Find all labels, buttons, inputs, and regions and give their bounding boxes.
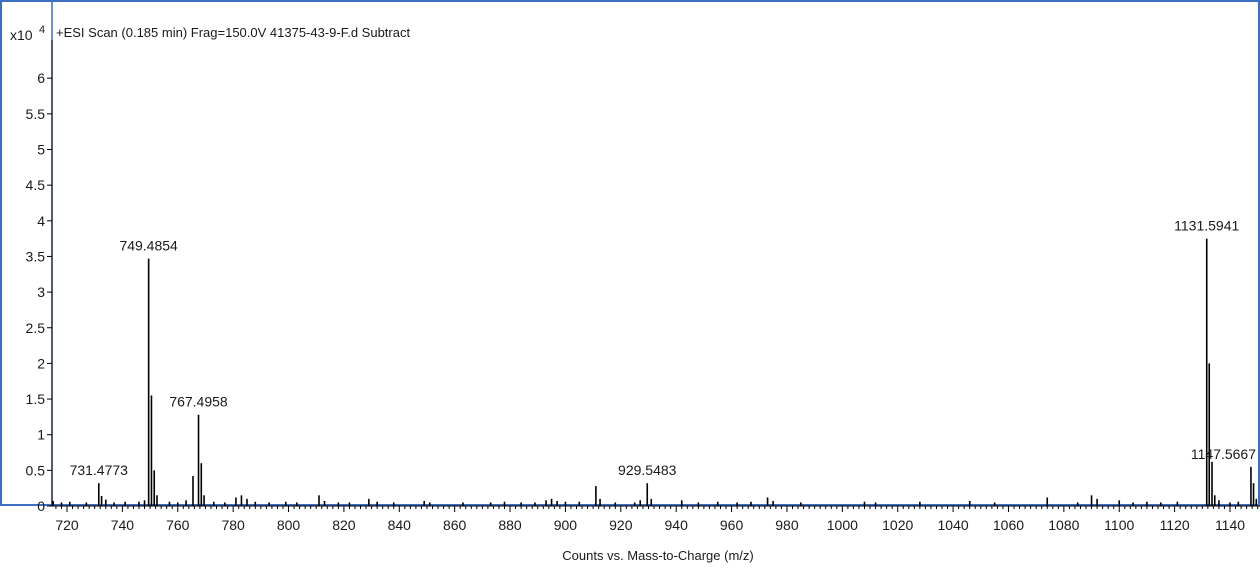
x-tick-label: 1080 [1048,517,1079,533]
x-axis-label: Counts vs. Mass-to-Charge (m/z) [562,548,753,563]
y-tick-label: 2.5 [26,320,46,336]
x-tick-label: 800 [277,517,301,533]
y-tick-label: 0 [37,498,45,514]
x-tick-label: 1060 [993,517,1024,533]
peak-label: 731.4773 [70,462,129,478]
x-tick-label: 860 [443,517,467,533]
y-tick-label: 5 [37,142,45,158]
peak-label: 929.5483 [618,462,677,478]
x-axis-ticks: 720 740 760 780 800 820 840 860 880 900 920 940 960 9… [55,506,1259,533]
y-tick-label: 3.5 [26,248,46,264]
spectrum-peaks [52,238,1258,506]
y-tick-label: 3 [37,284,45,300]
x-tick-label: 1020 [882,517,913,533]
peak-label: 1147.5667 [1191,446,1256,462]
peak-label: 749.4854 [119,238,178,254]
x-tick-label: 900 [554,517,578,533]
x-tick-label: 760 [166,517,190,533]
y-multiplier: x10 [10,27,33,43]
y-tick-label: 0.5 [26,462,46,478]
x-tick-label: 1040 [938,517,969,533]
x-tick-label: 820 [332,517,356,533]
x-tick-label: 1120 [1160,517,1190,533]
x-tick-label: 1100 [1104,517,1134,533]
y-axis-ticks: 0 0.5 1 1.5 2 2.5 3 3.5 4 4.5 5 5.5 6 [26,70,52,514]
x-tick-label: 720 [55,517,79,533]
x-tick-label: 740 [111,517,135,533]
peak-label: 767.4958 [169,394,228,410]
x-tick-label: 940 [665,517,689,533]
y-exponent: 4 [39,24,45,36]
chart-frame [0,0,1260,506]
y-tick-label: 1 [37,427,45,443]
x-tick-label: 1000 [827,517,858,533]
y-tick-label: 1.5 [26,391,46,407]
y-tick-label: 5.5 [26,106,46,122]
chart-title: +ESI Scan (0.185 min) Frag=150.0V 41375-… [56,25,410,40]
x-tick-label: 780 [221,517,245,533]
y-tick-label: 4.5 [26,177,46,193]
x-tick-label: 980 [775,517,799,533]
x-tick-label: 840 [388,517,412,533]
x-tick-label: 1140 [1215,517,1245,533]
x-tick-label: 960 [720,517,744,533]
y-tick-label: 2 [37,355,45,371]
y-tick-label: 6 [37,70,45,86]
x-tick-label: 880 [498,517,522,533]
y-tick-label: 4 [37,213,45,229]
x-tick-label: 920 [609,517,633,533]
peak-label: 1131.5941 [1174,218,1239,234]
peak-labels: 731.4773 749.4854 767.4958 929.5483 1131.594… [70,218,1257,479]
